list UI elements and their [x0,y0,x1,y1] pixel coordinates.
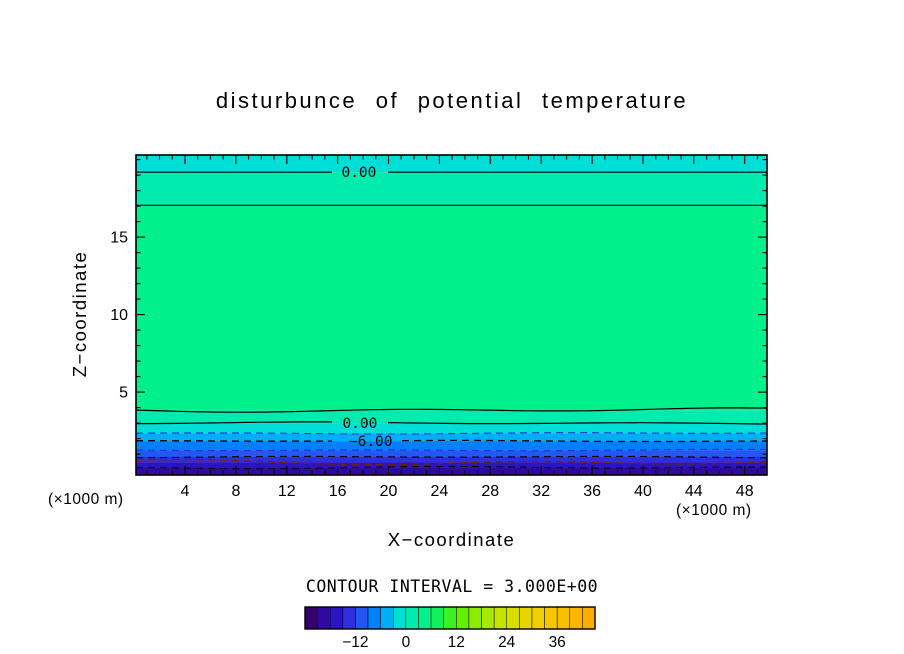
z-tick-label: 15 [110,230,128,247]
colorbar-frame [304,606,596,630]
colorbar-segment [405,606,419,630]
colorbar-tick-label: −12 [342,634,368,651]
colorbar-segment [317,606,331,630]
x-tick-label: 16 [329,483,347,500]
unit-label-left: (×1000 m) [48,491,124,508]
z-tick-label: 10 [110,307,128,324]
fill-band [136,423,767,434]
fill-band [136,441,767,451]
colorbar-segment [304,606,318,630]
colorbar-segment [556,606,571,630]
contour-label: −6.00 [349,434,393,450]
colorbar-tick-label: 36 [549,634,566,651]
contour-line [387,422,767,425]
y-axis-label: Z−coordinate [69,250,90,378]
fill-band [136,450,767,458]
unit-label-right: (×1000 m) [676,502,752,519]
colorbar-tick-label: 12 [448,634,465,651]
fill-band [136,457,767,463]
contour-line [402,439,767,443]
fill-band [136,155,767,173]
x-tick-label: 32 [532,483,550,500]
x-tick-label: 8 [231,483,240,500]
contour-line [136,440,333,442]
x-tick-label: 48 [736,483,754,500]
fill-band [136,433,767,442]
colorbar-segment [569,606,583,630]
x-tick-label: 44 [685,483,703,500]
contour-interval-label: CONTOUR INTERVAL = 3.000E+00 [305,577,599,596]
colorbar-tick-label: 0 [402,634,411,651]
x-axis-label: X−coordinate [387,529,516,550]
plot-area: 0.00 0.00 −6.00 [136,155,767,475]
fill-band [136,462,767,468]
fill-band [136,205,767,411]
colorbar-segment [329,606,344,630]
x-tick-label: 36 [583,483,601,500]
contour-label: 0.00 [341,165,376,181]
colorbar-segment [456,606,470,630]
colorbar-segment [418,606,432,630]
colorbar-segment [342,606,356,630]
fill-band [136,410,767,424]
colorbar-segment [367,606,381,630]
colorbar-segment [582,606,596,630]
colorbar-segment [531,606,545,630]
x-tick-label: 12 [278,483,296,500]
colorbar-segment [493,606,507,630]
colorbar-segment [430,606,444,630]
colorbar-segment [506,606,520,630]
colorbar-segment [355,606,369,630]
colorbar-segment [544,606,558,630]
colorbar-segment [481,606,495,630]
x-tick-label: 40 [634,483,652,500]
colorbar-segment [380,606,394,630]
colorbar-tick-label: 24 [498,634,516,651]
x-tick-label: 24 [431,483,449,500]
axis-ticks [136,155,767,475]
z-tick-label: 5 [119,385,128,402]
fill-band [136,468,767,475]
chart-title: disturbunce of potential temperature [215,88,689,113]
x-tick-label: 20 [380,483,398,500]
colorbar-segment [468,606,482,630]
x-tick-label: 28 [481,483,499,500]
contour-line [136,407,767,413]
colorbar-segment [519,606,533,630]
fill-band [136,172,767,206]
x-tick-label: 4 [181,483,190,500]
contour-line [136,421,332,425]
colorbar-segment [393,606,407,630]
contour-label: 0.00 [342,416,377,432]
colorbar-segment [443,606,457,630]
